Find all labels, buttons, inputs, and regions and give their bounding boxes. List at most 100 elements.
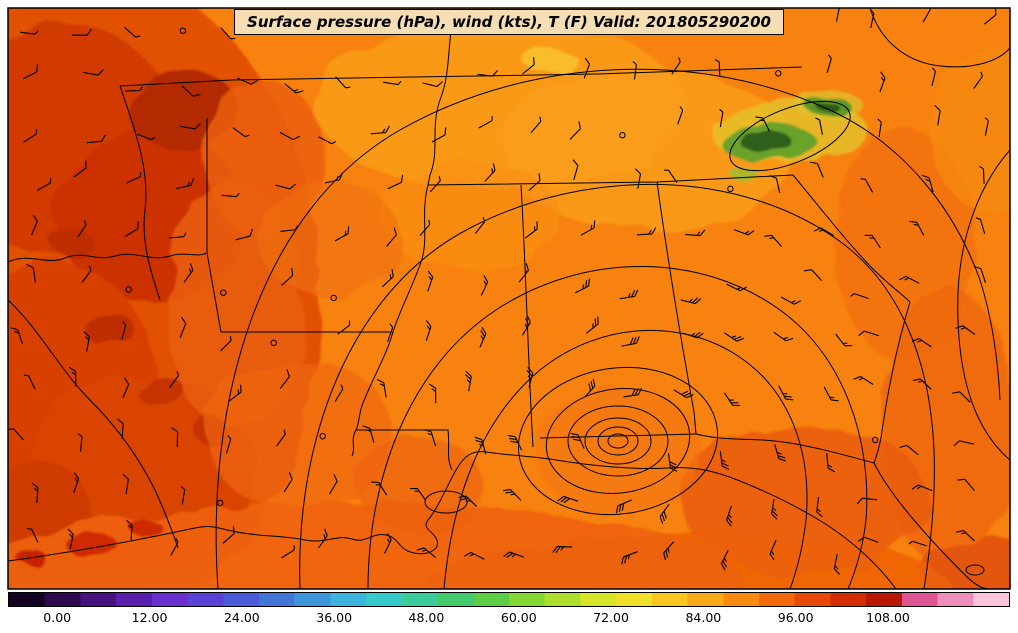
wind-barb-icon [623,387,643,398]
wind-barb-icon [823,386,839,402]
wind-barb-icon [518,263,529,283]
state-border-ga-sc [792,174,911,303]
wind-barb-icon [26,527,39,543]
wind-barb-icon [335,76,351,89]
calm-wind-icon [727,185,734,193]
state-borders [8,8,991,589]
calm-wind-icon [217,499,224,507]
wind-barb-icon [484,163,496,182]
wind-barb-icon [973,265,987,284]
wind-barb-icon [912,378,932,390]
colorbar-tick-label: 96.00 [777,610,814,625]
wind-barb-icon [584,378,596,398]
wind-barb-icon [383,80,402,86]
wind-barb-icon [615,499,632,514]
wind-barb-icon [507,434,523,451]
wind-barb-icon [20,30,39,35]
wind-barb-icon [973,71,983,89]
wind-barb-icon [503,551,524,559]
wind-barb-icon [899,444,919,456]
wind-barb-icon [478,116,493,129]
isobar-cyclone-5 [545,388,691,494]
wind-barb-icon [720,549,729,571]
wind-barb-icon [682,331,704,339]
wind-barb-icon [850,293,869,300]
wind-barb-icon [137,133,156,141]
wind-barb-icon [813,227,835,237]
wind-barb-icon [8,428,24,441]
wind-barb-icon [583,57,591,79]
wind-barb-icon [176,178,195,190]
pressure-contours [215,8,1010,589]
wind-barb-icon [425,320,432,341]
calm-wind-icon [220,289,227,296]
colorbar-tick-label: 60.00 [500,610,537,625]
wind-barb-icon [225,435,232,454]
wind-barb-icon [816,497,823,518]
wind-barb-icon [370,125,390,135]
wind-barb-icon [632,61,637,80]
wind-barb-icon [26,263,37,283]
wind-barb-icon [228,384,242,402]
wind-barb-icon [634,168,642,189]
colorbar-tick-label: 48.00 [408,610,445,625]
wind-barb-icon [220,335,232,352]
wind-barb-icon [123,26,141,38]
isobar-open-4 [215,68,1001,589]
wind-barb-icon [170,538,179,556]
wind-barb-icon [621,551,638,565]
wind-barb-icon [371,481,388,496]
wind-barb-icon [856,497,878,505]
wind-barb-icon [557,495,579,504]
wind-barb-icon [769,175,781,194]
wind-barb-icon [376,378,387,398]
isobar-cyclone-1 [607,433,629,449]
wind-barb-icon [275,183,296,190]
wind-barb-icon [724,332,745,342]
wind-barb-icon [83,69,104,76]
colorbar-tick-label: 72.00 [593,610,629,625]
colorbar-tick-label: 108.00 [866,610,910,625]
wind-barb-icon [719,451,730,470]
wind-barb-icon [530,116,542,133]
wind-barb-icon [362,425,375,443]
wind-barb-icon [619,289,639,300]
wind-barb-icon [480,275,489,296]
wind-barb-icon [423,429,437,447]
calm-wind-icon [179,27,187,34]
wind-barb-icon [122,473,129,495]
wind-barb-icon [431,127,447,143]
state-border-ms-al [520,184,534,448]
wind-barb-icon [864,234,881,249]
state-border-al-fl [539,433,697,439]
calm-wind-icon [319,433,326,440]
wind-barb-icon [220,27,236,40]
colorbar-tick-label: 24.00 [223,610,260,625]
colorbar-tick-label: 12.00 [131,610,168,625]
wind-barb-icon [857,536,879,543]
wind-barb-icon [168,232,187,239]
wind-barb-icon [909,220,925,236]
wind-barb-icon [835,333,853,347]
wind-barb-icon [733,229,755,236]
wind-barb-icon [409,487,427,502]
wind-barb-icon [387,174,404,190]
wind-barb-icon [853,375,874,385]
wind-barb-icon [552,545,573,553]
isobar-cyclone-2 [597,426,639,456]
wind-barb-icon [427,270,434,292]
wind-barb-icon [671,57,681,75]
colorbar [8,592,1010,607]
wind-barb-icon [334,384,344,402]
wind-barb-icon [381,269,394,288]
wind-barb-icon [329,474,338,495]
wind-barb-icon [685,229,706,237]
wind-barb-icon [317,528,328,549]
wind-barb-icon [280,225,298,232]
wind-barb-icon [680,297,702,305]
wind-barb-icon [780,296,802,305]
wind-barb-icon [221,192,240,198]
wind-barb-icon [276,429,286,447]
wind-barb-icon [419,219,431,237]
wind-barb-icon [714,59,721,77]
